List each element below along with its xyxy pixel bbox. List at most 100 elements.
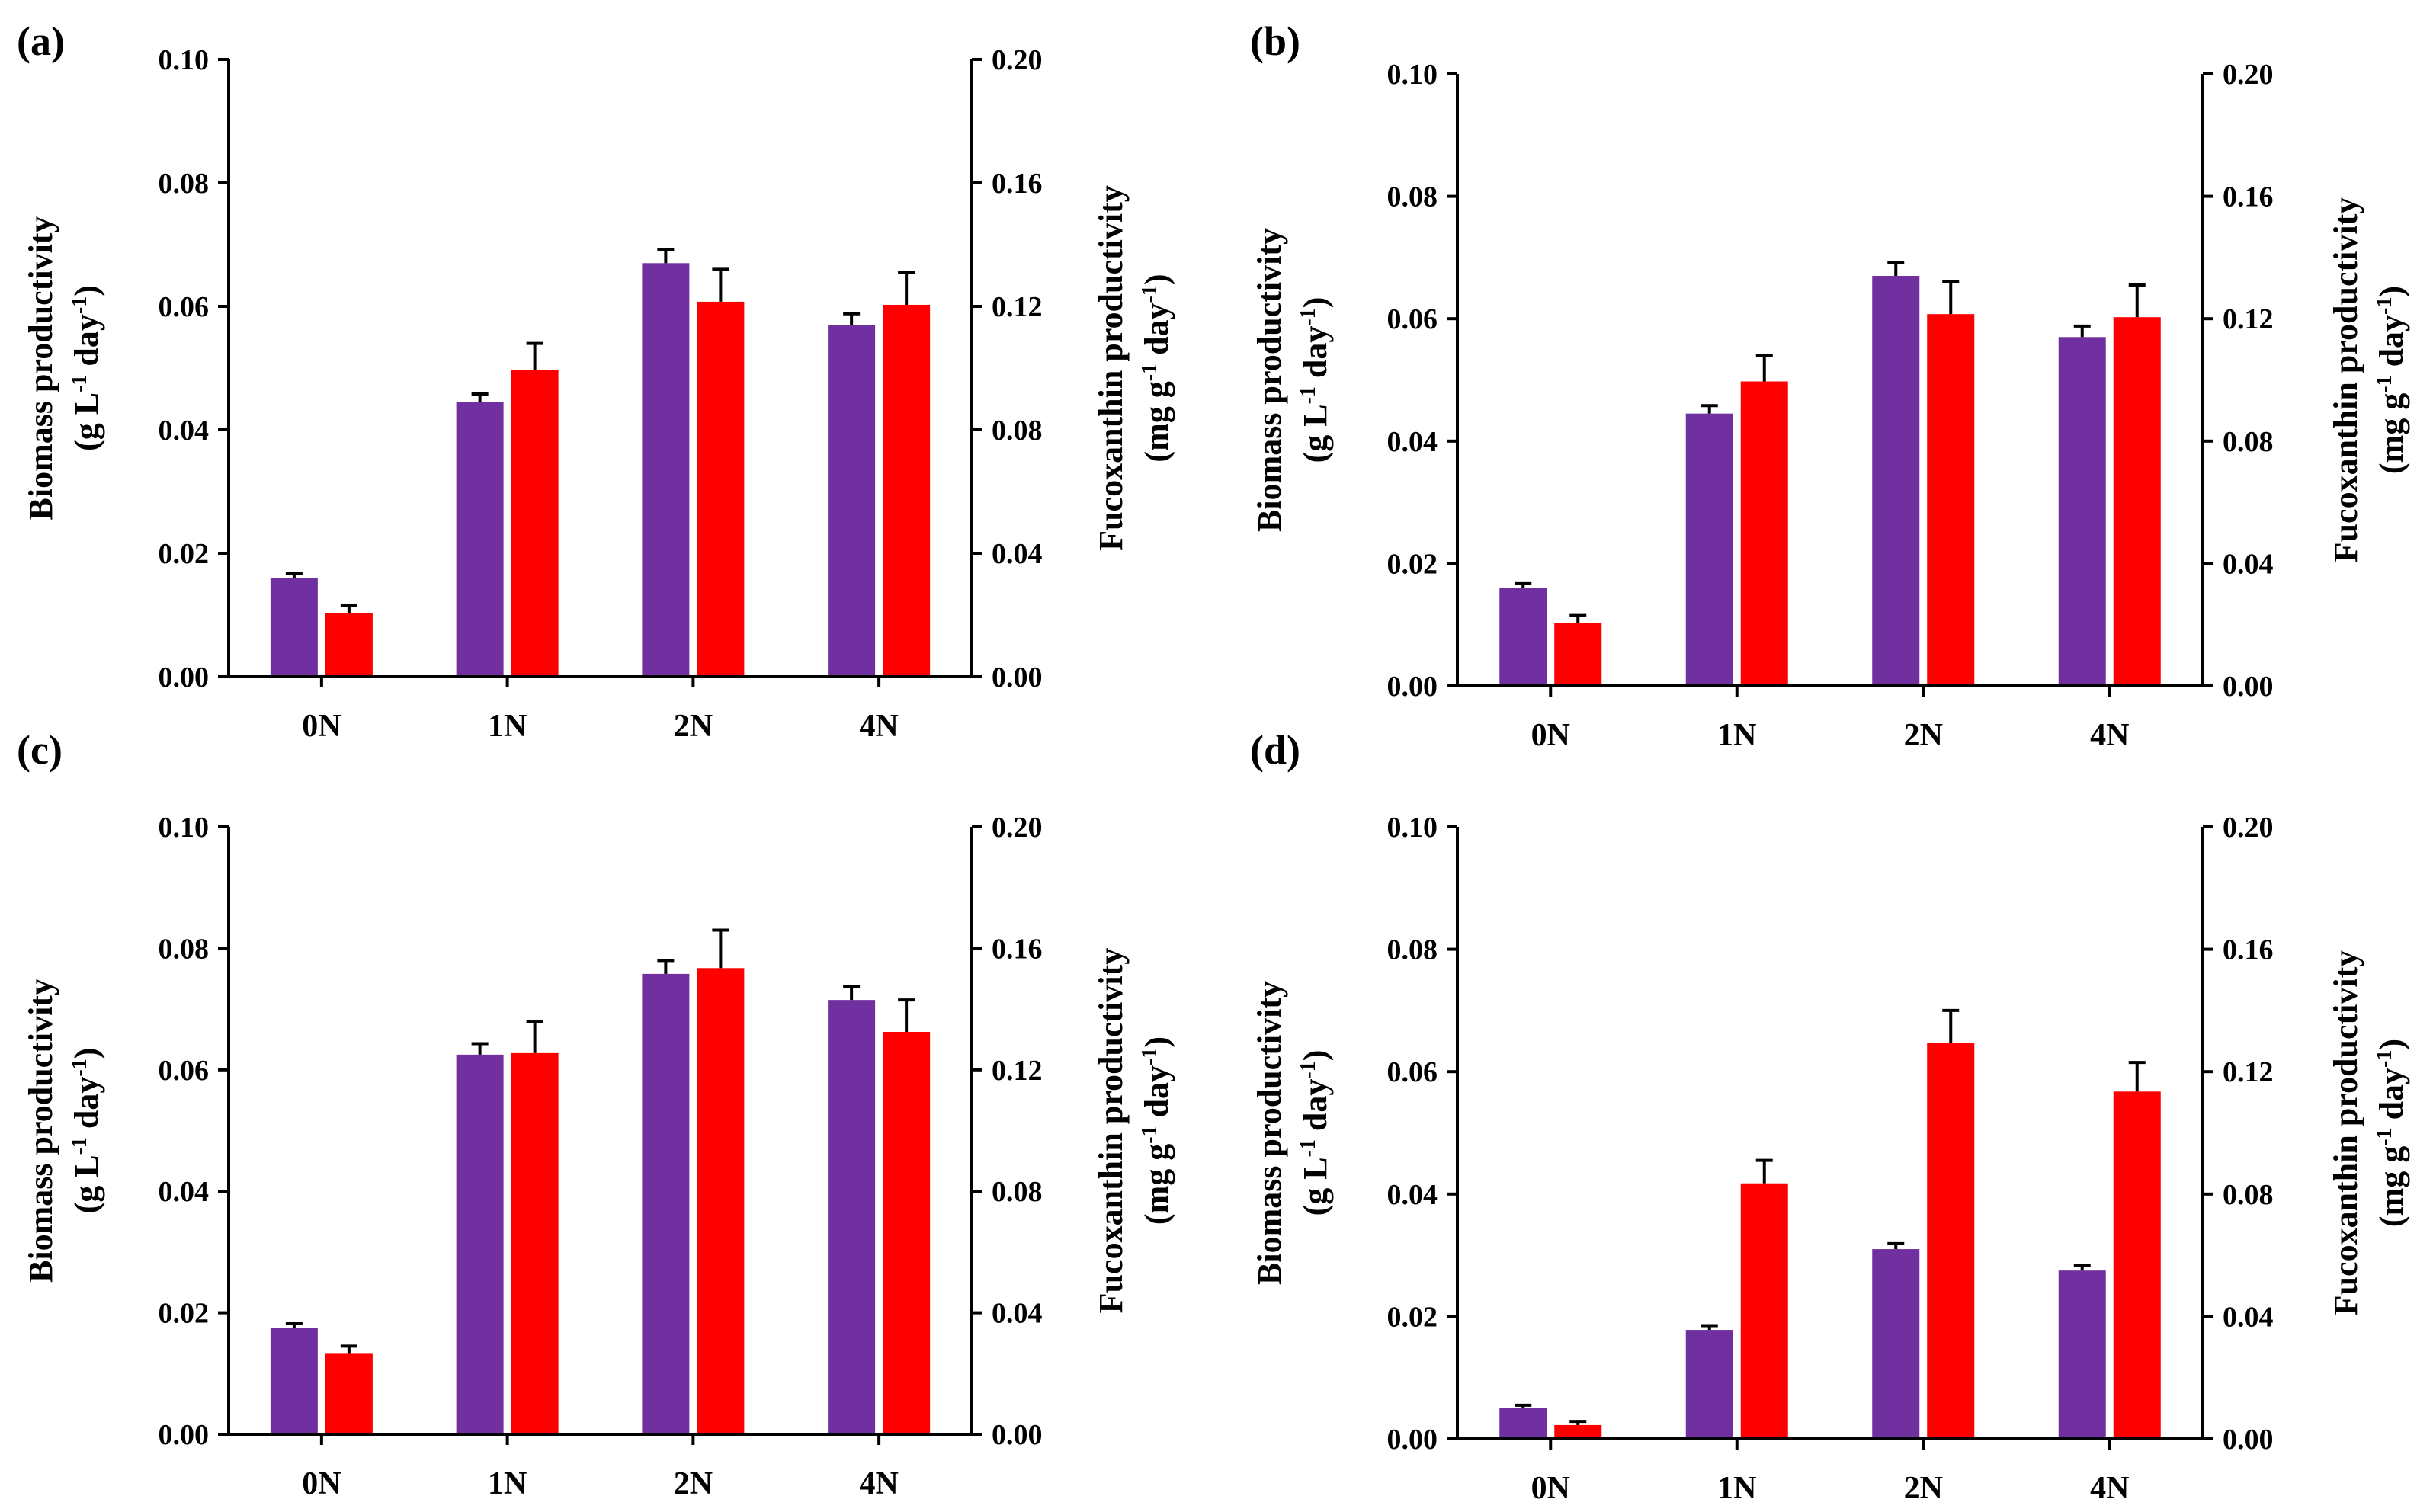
x-tick-label: 0N [302,709,341,744]
x-tick-label: 2N [1904,718,1943,753]
right-axis-label-line2: (mg g-1 day-1) [1138,1036,1176,1225]
right-axis-label-line2: (mg g-1 day-1) [2373,1039,2411,1227]
right-axis-label-line1: Fucoxanthin productivity [1092,185,1130,551]
left-axis-label-line1: Biomass productivity [1251,228,1288,532]
right-tick-label: 0.00 [2223,1424,2274,1456]
bar-fucoxanthin [697,301,745,677]
left-axis-label-line1: Biomass productivity [22,979,59,1283]
right-tick-label: 0.00 [992,1419,1043,1451]
bar-biomass [828,1000,876,1434]
right-axis-label-line2: (mg g-1 day-1) [1138,274,1176,462]
bar-biomass [642,263,690,677]
bar-fucoxanthin [1740,381,1788,686]
left-tick-label: 0.10 [159,812,210,844]
left-tick-label: 0.10 [1387,59,1438,91]
bar-biomass [2058,1270,2106,1439]
bar-biomass [270,1328,318,1434]
x-tick-label: 2N [1904,1471,1943,1506]
right-tick-label: 0.16 [2223,934,2274,966]
bar-biomass [1872,1249,1920,1439]
left-axis-label-line1: Biomass productivity [22,216,59,521]
left-axis-label-line2: (g L-1 day-1) [1297,1050,1335,1216]
right-tick-label: 0.16 [2223,181,2274,213]
x-tick-label: 1N [1717,1471,1756,1506]
panel-label: (a) [17,18,65,64]
right-tick-label: 0.12 [2223,303,2274,335]
left-tick-label: 0.00 [159,1419,210,1451]
x-tick-label: 4N [2090,718,2129,753]
x-tick-label: 4N [2090,1471,2129,1506]
bar-fucoxanthin [1927,314,1975,686]
x-tick-label: 4N [859,1466,898,1501]
bar-fucoxanthin [2113,1091,2161,1439]
bar-fucoxanthin [1554,1424,1602,1439]
right-tick-label: 0.20 [2223,59,2274,91]
right-tick-label: 0.08 [992,1176,1043,1208]
left-tick-label: 0.04 [1387,1179,1438,1211]
right-tick-label: 0.12 [992,291,1043,323]
x-tick-label: 0N [1531,718,1570,753]
panel-d: (d) 0N 1N 2N 4N 0.00 0.02 0.04 0.06 0.08 0.10 0.00 0… [1250,727,2410,1506]
left-tick-label: 0.06 [1387,303,1438,335]
left-tick-label: 0.10 [159,44,210,76]
right-tick-label: 0.12 [2223,1056,2274,1088]
left-tick-label: 0.02 [1387,1301,1438,1333]
left-tick-label: 0.08 [1387,181,1438,213]
x-tick-label: 1N [488,1466,527,1501]
bar-biomass [270,578,318,677]
panel-c: (c) 0N 1N 2N 4N 0.00 0.02 0.04 0.06 0.08 0.10 0.00 0… [17,727,1175,1501]
left-tick-label: 0.08 [159,933,210,965]
left-tick-label: 0.04 [159,1176,210,1208]
x-tick-label: 4N [859,709,898,744]
left-tick-label: 0.00 [1387,671,1438,703]
bar-biomass [642,973,690,1434]
right-tick-label: 0.16 [992,933,1043,965]
left-tick-label: 0.06 [1387,1056,1438,1088]
panel-label: (c) [17,727,63,773]
bar-biomass [1499,1408,1547,1439]
left-tick-label: 0.08 [1387,934,1438,966]
x-tick-label: 2N [674,1466,713,1501]
left-axis-label-line2: (g L-1 day-1) [68,285,106,451]
bar-fucoxanthin [325,1353,373,1434]
x-tick-label: 0N [302,1466,341,1501]
right-tick-label: 0.00 [2223,671,2274,703]
bar-fucoxanthin [883,304,931,677]
bar-fucoxanthin [511,1052,559,1434]
bar-biomass [2058,337,2106,686]
right-tick-label: 0.04 [2223,548,2274,580]
bar-fucoxanthin [1927,1043,1975,1439]
left-tick-label: 0.02 [159,1298,210,1330]
left-tick-label: 0.10 [1387,812,1438,844]
bar-biomass [456,402,504,677]
bar-biomass [1685,1330,1733,1439]
bar-biomass [1499,588,1547,686]
bar-fucoxanthin [511,370,559,677]
left-tick-label: 0.00 [1387,1424,1438,1456]
left-axis-label-line2: (g L-1 day-1) [1297,297,1335,463]
bar-fucoxanthin [1740,1183,1788,1439]
panel-label: (b) [1250,18,1300,64]
right-tick-label: 0.20 [992,44,1043,76]
bar-biomass [1872,275,1920,686]
panel-b: (b) 0N 1N 2N 4N 0.00 0.02 0.04 0.06 0.08 0.10 0.00 0… [1250,18,2410,753]
right-tick-label: 0.00 [992,662,1043,694]
panel-a: (a) 0N 1N 2N 4N 0.00 0.02 0.04 0.06 0.08 0.10 0.00 0… [17,18,1175,744]
right-axis-label-line2: (mg g-1 day-1) [2373,286,2411,474]
x-tick-label: 1N [1717,718,1756,753]
left-tick-label: 0.04 [1387,426,1438,458]
left-tick-label: 0.04 [159,415,210,447]
panel-label: (d) [1250,727,1300,773]
right-tick-label: 0.04 [2223,1301,2274,1333]
right-tick-label: 0.20 [2223,812,2274,844]
left-axis-label-line1: Biomass productivity [1251,981,1288,1285]
bar-fucoxanthin [2113,317,2161,686]
bar-biomass [828,325,876,677]
left-tick-label: 0.02 [159,538,210,570]
right-tick-label: 0.20 [992,812,1043,844]
right-tick-label: 0.08 [2223,426,2274,458]
left-tick-label: 0.08 [159,168,210,200]
right-axis-label-line1: Fucoxanthin productivity [1092,948,1130,1314]
left-tick-label: 0.02 [1387,548,1438,580]
